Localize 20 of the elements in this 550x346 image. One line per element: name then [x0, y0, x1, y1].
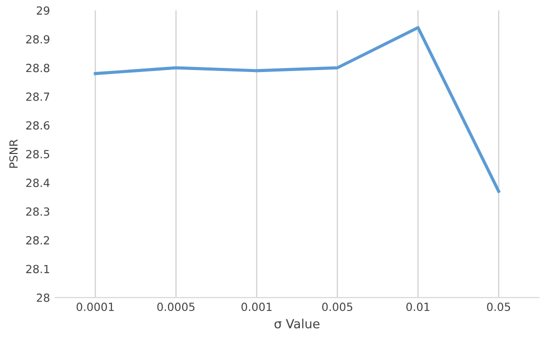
x-tick-label: 0.0005 — [157, 302, 194, 312]
x-tick-label: 0.05 — [487, 302, 510, 312]
y-tick-label: 28 — [36, 294, 50, 302]
y-axis-title: PSNR — [9, 139, 18, 168]
y-tick-label: 29 — [36, 6, 50, 15]
y-tick-label: 28.1 — [26, 264, 50, 274]
y-tick-label: 28.6 — [26, 121, 50, 130]
x-tick-label: 0.001 — [241, 302, 272, 312]
x-tick-label: 0.0001 — [76, 302, 114, 312]
y-tick-label: 28.7 — [26, 92, 50, 101]
y-tick-label: 28.2 — [26, 236, 50, 245]
x-tick-label: 0.01 — [406, 302, 430, 312]
y-tick-label: 28.9 — [26, 35, 50, 44]
y-tick-label: 28.4 — [26, 178, 50, 188]
y-tick-label: 28.5 — [26, 150, 50, 158]
x-axis-title: σ Value — [274, 318, 320, 328]
y-tick-label: 28.8 — [26, 64, 50, 72]
x-tick-label: 0.005 — [322, 302, 352, 312]
line-series — [94, 26, 500, 193]
y-tick-label: 28.3 — [26, 207, 50, 216]
